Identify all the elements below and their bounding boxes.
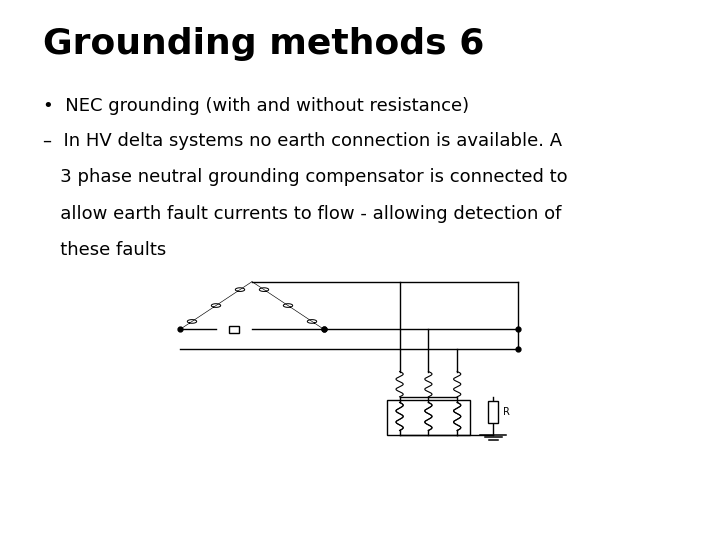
Text: allow earth fault currents to flow - allowing detection of: allow earth fault currents to flow - all… — [43, 205, 562, 222]
Text: 3 phase neutral grounding compensator is connected to: 3 phase neutral grounding compensator is… — [43, 168, 568, 186]
Bar — [488, 401, 498, 423]
Text: •  NEC grounding (with and without resistance): • NEC grounding (with and without resist… — [43, 97, 469, 115]
Text: these faults: these faults — [43, 241, 166, 259]
Text: Grounding methods 6: Grounding methods 6 — [43, 27, 485, 61]
Text: –  In HV delta systems no earth connection is available. A: – In HV delta systems no earth connectio… — [43, 132, 562, 150]
Bar — [387, 400, 470, 435]
Bar — [229, 326, 239, 333]
Text: R: R — [503, 407, 510, 417]
